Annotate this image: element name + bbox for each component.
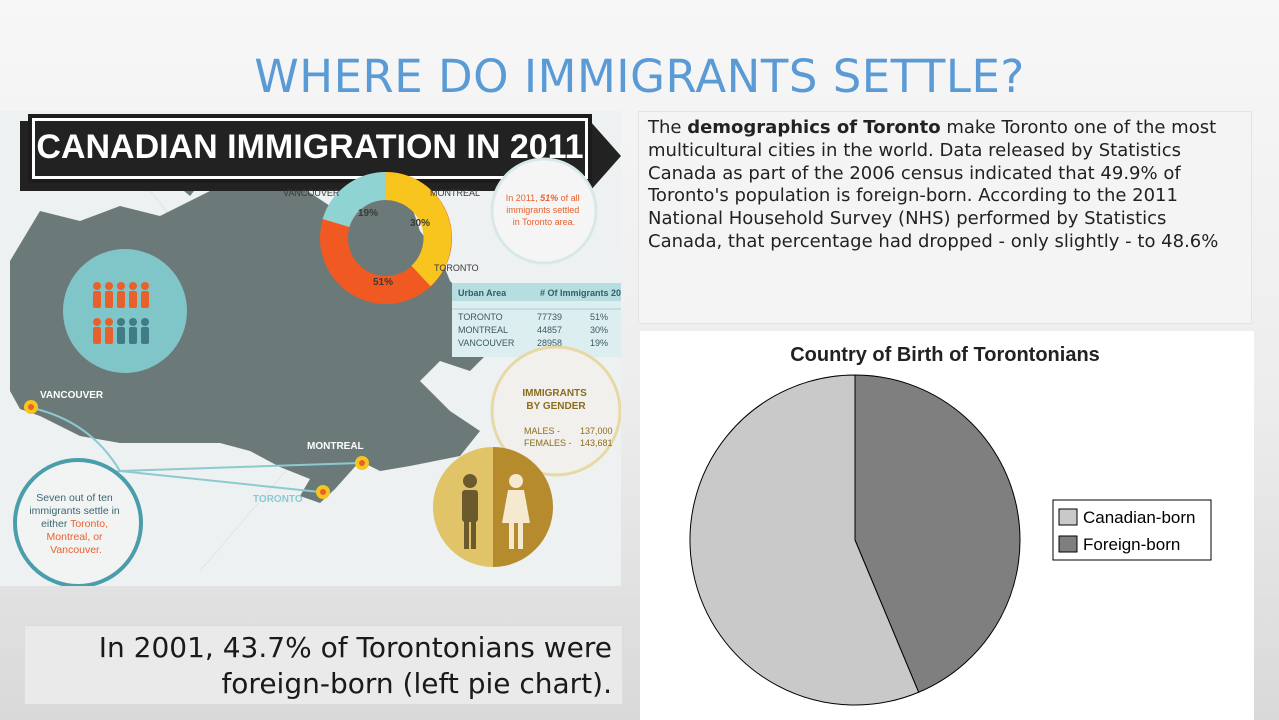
table-header-area: Urban Area	[458, 288, 507, 298]
note-text: In 2011, 51% of all immigrants settled i…	[506, 193, 582, 227]
table-header-count: # Of Immigrants 2011	[540, 288, 621, 298]
donut-slice-montreal	[385, 172, 452, 287]
slide-title: WHERE DO IMMIGRANTS SETTLE?	[254, 50, 1025, 103]
desc-bold-text: demographics of Toronto	[687, 117, 941, 138]
desc-text-1: The	[648, 117, 688, 138]
banner-text: CANADIAN IMMIGRATION IN 2011	[36, 128, 583, 166]
gender-title: IMMIGRANTS BY GENDER	[522, 388, 589, 412]
pie-slice-foreign-born	[854, 374, 1021, 693]
caption-text-box: In 2001, 43.7% of Torontonians were fore…	[24, 625, 623, 705]
description-text-box: The demographics of Toronto make Toronto…	[638, 111, 1252, 324]
pie-slice-canadian-born	[689, 374, 920, 706]
chart-legend: Canadian-born Foreign-born	[1052, 499, 1212, 561]
map-label-toronto: TORONTO	[253, 494, 303, 505]
legend-label-foreign-born: Foreign-born	[1083, 535, 1180, 554]
gender-icon	[433, 447, 553, 567]
legend-swatch-foreign-born	[1058, 535, 1078, 553]
gender-females: FEMALES -143,681	[524, 438, 613, 448]
pie-chart-panel: Country of Birth of Torontonians Canadia…	[640, 331, 1254, 720]
table-row: VANCOUVER 28958 19%	[458, 338, 608, 348]
infographic-image: CANADIAN IMMIGRATION IN 2011 19% 30% 51%…	[0, 111, 621, 586]
chart-title: Country of Birth of Torontonians	[790, 344, 1100, 366]
map-label-montreal: MONTREAL	[307, 441, 364, 452]
marker-vancouver	[24, 400, 38, 414]
table-row: MONTREAL 44857 30%	[458, 325, 608, 335]
donut-slice-vancouver	[322, 171, 387, 228]
legend-swatch-canadian-born	[1058, 508, 1078, 526]
donut-city-vancouver: VANCOUVER	[283, 188, 340, 198]
pie-chart: Country of Birth of Torontonians Canadia…	[689, 344, 1212, 706]
donut-city-toronto: TORONTO	[434, 263, 479, 273]
map-label-vancouver: VANCOUVER	[40, 390, 104, 401]
city-donut-chart: 19% 30% 51%	[320, 171, 452, 304]
legend-label-canadian-born: Canadian-born	[1083, 508, 1195, 527]
desc-text-2: make Toronto one of the most multicultur…	[648, 117, 1219, 252]
circle-text: Seven out of ten immigrants settle in ei…	[29, 492, 122, 556]
gender-males: MALES -137,000	[524, 426, 613, 436]
marker-toronto	[316, 485, 330, 499]
donut-label-30: 30%	[410, 218, 430, 229]
table-row: TORONTO 77739 51%	[458, 312, 608, 322]
donut-city-montreal: MONTREAL	[430, 188, 480, 198]
donut-label-51: 51%	[373, 277, 393, 288]
donut-label-19: 19%	[358, 208, 378, 219]
immigration-table: Urban Area # Of Immigrants 2011 TORONTO7…	[452, 283, 621, 357]
marker-montreal	[355, 456, 369, 470]
people-icon	[93, 282, 149, 344]
